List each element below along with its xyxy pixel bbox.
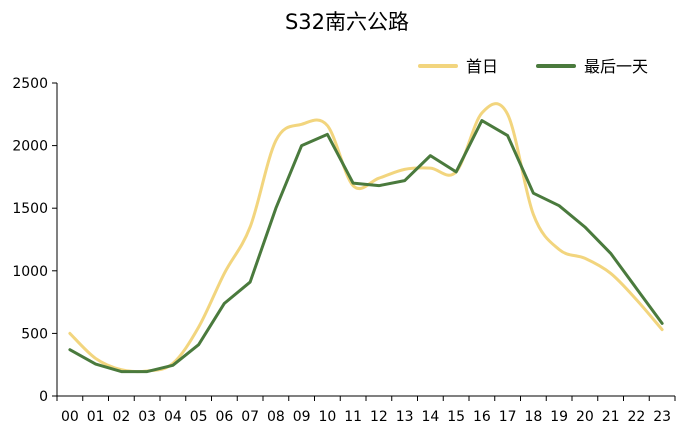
y-tick-label: 500	[21, 326, 48, 342]
x-tick-label: 18	[524, 409, 542, 425]
legend-label-series-0: 首日	[466, 57, 498, 76]
y-tick-label: 1500	[12, 201, 48, 217]
y-tick-label: 2500	[12, 76, 48, 92]
x-tick-label: 03	[138, 409, 156, 425]
chart-axes	[56, 83, 675, 397]
x-tick-label: 09	[293, 409, 311, 425]
x-tick-label: 07	[241, 409, 259, 425]
chart-title: S32南六公路	[285, 10, 409, 34]
x-tick-label: 01	[87, 409, 105, 425]
y-tick-label: 0	[39, 389, 48, 405]
x-tick-label: 20	[576, 409, 594, 425]
x-tick-label: 15	[447, 409, 465, 425]
series-line-1	[68, 119, 664, 374]
y-axis-ticks: 0 500 1000 1500 2000 2500	[12, 76, 57, 405]
x-tick-label: 13	[396, 409, 414, 425]
y-tick-label: 2000	[12, 139, 48, 155]
x-axis-ticks: 00 01 02 03 04 05 06 07 08 09 10 11 12 13 14 15 16 17 18 19…	[56, 396, 676, 425]
x-tick-label: 04	[164, 409, 182, 425]
x-tick-label: 10	[318, 409, 336, 425]
chart-legend: 首日 最后一天	[418, 57, 648, 76]
x-tick-label: 00	[61, 409, 79, 425]
x-tick-label: 02	[112, 409, 130, 425]
x-tick-label: 23	[653, 409, 671, 425]
x-tick-label: 17	[499, 409, 517, 425]
x-tick-label: 22	[627, 409, 645, 425]
x-tick-label: 19	[550, 409, 568, 425]
x-tick-label: 16	[473, 409, 491, 425]
x-tick-label: 21	[602, 409, 620, 425]
x-tick-label: 08	[267, 409, 285, 425]
x-tick-label: 11	[344, 409, 362, 425]
series-line-0	[68, 102, 664, 374]
x-tick-label: 12	[370, 409, 388, 425]
x-tick-label: 05	[190, 409, 208, 425]
x-tick-label: 14	[421, 409, 439, 425]
legend-label-series-1: 最后一天	[584, 57, 648, 76]
x-tick-label: 06	[215, 409, 233, 425]
series-layer	[68, 102, 664, 374]
y-tick-label: 1000	[12, 264, 48, 280]
